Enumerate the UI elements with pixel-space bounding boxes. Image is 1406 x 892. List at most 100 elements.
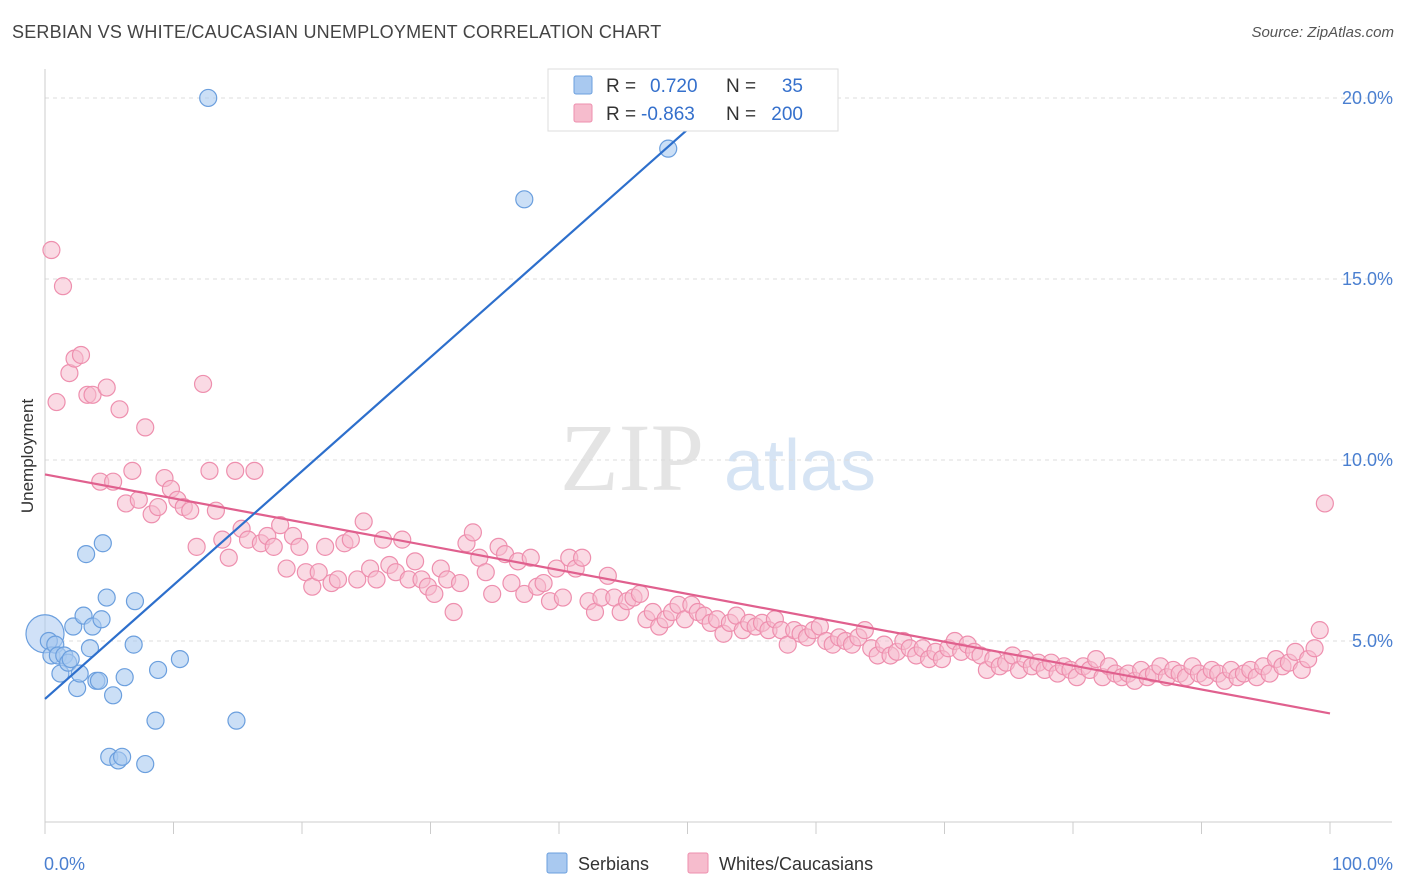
- y-tick-labels: 5.0% 10.0% 15.0% 20.0%: [1342, 88, 1393, 651]
- legend-whites-swatch: [573, 103, 593, 123]
- whites-point: [181, 501, 200, 520]
- chart-title: SERBIAN VS WHITE/CAUCASIAN UNEMPLOYMENT …: [12, 22, 662, 42]
- whites-point: [450, 573, 470, 593]
- y-axis-label: Unemployment: [18, 399, 37, 514]
- whites-point: [290, 537, 309, 556]
- serbians-point: [136, 754, 155, 774]
- x-tick-labels: 0.0% 100.0%: [44, 854, 1393, 874]
- serbians-point: [659, 139, 678, 158]
- whites-point: [534, 573, 553, 593]
- serbians-point: [77, 545, 96, 564]
- whites-point: [341, 530, 360, 549]
- y-tick-label: 15.0%: [1342, 269, 1393, 289]
- trend-lines: [44, 111, 1331, 715]
- whites-point: [219, 548, 238, 567]
- serbians-point: [112, 747, 132, 766]
- serbians-point: [125, 592, 145, 611]
- whites-point: [1315, 494, 1334, 513]
- whites-point: [598, 566, 617, 585]
- legend-bottom-whites-label: Whites/Caucasians: [719, 854, 873, 874]
- y-tick-label: 20.0%: [1342, 88, 1393, 108]
- whites-point: [373, 530, 393, 549]
- legend-top-box: [547, 68, 839, 132]
- whites-point: [573, 548, 592, 567]
- serbians-point: [146, 711, 165, 730]
- series-whites-caucasians: [42, 240, 1334, 690]
- whites-point: [476, 563, 495, 582]
- whites-point: [213, 530, 232, 549]
- whites-point: [463, 523, 483, 542]
- legend-r-value: -0.863: [641, 104, 695, 125]
- grid-lines: [45, 97, 1392, 642]
- whites-point: [71, 345, 91, 365]
- serbians-point: [89, 671, 109, 690]
- whites-point: [367, 570, 386, 589]
- whites-point: [42, 240, 61, 260]
- serbians-point: [92, 610, 111, 629]
- whites-point: [226, 461, 245, 480]
- legend-n-label: N =: [726, 104, 756, 125]
- source-label: Source: ZipAtlas.com: [1251, 24, 1394, 41]
- whites-point: [1305, 639, 1324, 658]
- whites-point: [245, 461, 264, 480]
- legend-n-value: 200: [771, 104, 803, 125]
- legend-bottom-serbians-swatch: [546, 852, 568, 874]
- legend-serbians-swatch: [573, 75, 593, 95]
- x-tick-label: 0.0%: [44, 854, 85, 874]
- legend-r-label: R =: [606, 104, 636, 125]
- whites-point: [47, 392, 66, 412]
- serbians-trend-line: [44, 111, 708, 700]
- serbians-point: [80, 639, 100, 658]
- legend-r-value: 0.720: [650, 76, 698, 97]
- whites-point: [1310, 621, 1329, 640]
- legend-bottom: Serbians Whites/Caucasians: [546, 852, 873, 874]
- serbians-point: [61, 649, 80, 669]
- serbians-point: [124, 635, 143, 654]
- whites-point: [348, 570, 367, 589]
- watermark-zip: ZIP: [560, 404, 704, 511]
- whites-point: [553, 588, 572, 607]
- whites-point: [521, 548, 540, 567]
- legend-r-label: R =: [606, 76, 636, 97]
- whites-point: [53, 277, 73, 296]
- whites-point: [148, 497, 168, 517]
- whites-point: [316, 537, 335, 556]
- whites-point: [193, 374, 213, 394]
- serbians-point: [104, 686, 123, 705]
- legend-bottom-serbians-label: Serbians: [578, 854, 649, 874]
- serbians-point: [199, 88, 218, 108]
- series-serbians: [25, 88, 678, 774]
- whites-point: [328, 570, 348, 589]
- watermark: ZIP atlas: [560, 404, 876, 511]
- whites-point: [110, 400, 129, 419]
- whites-point: [425, 584, 444, 604]
- whites-point: [444, 602, 463, 622]
- serbians-point: [515, 190, 534, 209]
- whites-point: [405, 552, 425, 571]
- whites-point: [97, 378, 116, 397]
- serbians-point: [93, 534, 112, 553]
- whites-point: [502, 573, 521, 593]
- whites-point: [200, 461, 219, 480]
- axes: [44, 69, 1392, 834]
- serbians-point: [170, 649, 190, 669]
- serbians-point: [148, 660, 168, 680]
- whites-point: [630, 584, 650, 604]
- whites-point: [187, 537, 206, 556]
- serbians-point: [115, 668, 134, 687]
- whites-point: [136, 418, 155, 437]
- serbians-point: [70, 664, 89, 683]
- whites-point: [855, 621, 874, 640]
- y-tick-label: 5.0%: [1352, 631, 1393, 651]
- legend-top: R = 0.720 N = 35 R = -0.863 N = 200: [547, 68, 839, 132]
- whites-point: [264, 537, 283, 556]
- whites-point: [309, 563, 328, 582]
- legend-n-value: 35: [782, 76, 803, 97]
- whites-point: [483, 584, 502, 604]
- whites-point: [123, 461, 142, 480]
- serbians-point: [227, 711, 246, 730]
- whites-point: [277, 559, 296, 578]
- whites-point: [271, 516, 290, 535]
- watermark-atlas: atlas: [724, 426, 876, 506]
